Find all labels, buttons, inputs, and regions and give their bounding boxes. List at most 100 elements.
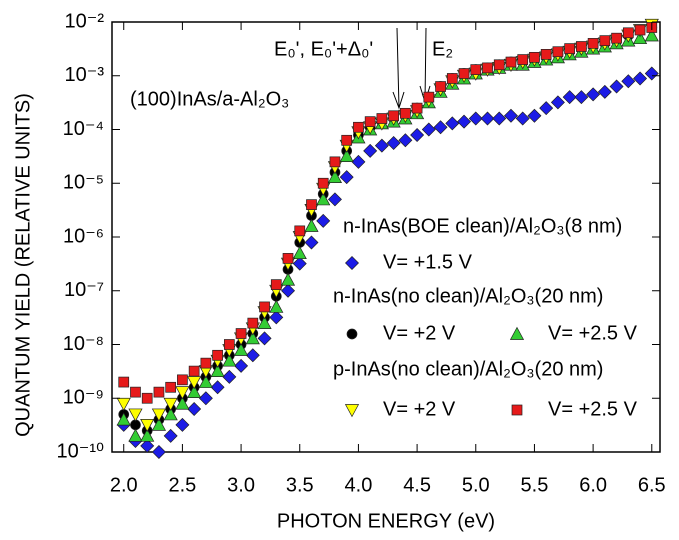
marker <box>151 408 167 422</box>
marker <box>433 120 448 135</box>
y-tick-label: 10⁻⁵ <box>63 172 104 194</box>
y-tick-label: 10⁻⁸ <box>63 333 104 355</box>
marker <box>128 428 143 442</box>
marker <box>163 397 178 411</box>
marker <box>564 43 575 54</box>
marker <box>163 428 178 443</box>
marker <box>116 412 131 426</box>
x-tick-label: 3.5 <box>286 474 314 496</box>
marker <box>353 121 364 133</box>
marker <box>222 369 237 384</box>
marker <box>341 134 353 146</box>
marker <box>163 407 178 421</box>
marker <box>245 331 260 345</box>
marker <box>141 392 153 404</box>
marker <box>233 342 249 356</box>
y-tick-label: 10⁻⁹ <box>63 387 104 409</box>
arrow <box>419 27 431 104</box>
legend-marker <box>345 256 359 270</box>
legend-marker <box>509 326 525 340</box>
marker <box>644 66 659 81</box>
legend-label: V= +2 V <box>383 322 456 344</box>
marker <box>562 90 577 105</box>
marker <box>187 402 202 417</box>
marker <box>116 397 131 411</box>
legend-title: n-InAs(no clean)/Al₂O₃(20 nm) <box>333 285 603 307</box>
y-axis-label: QUANTUM YIELD (RELATIVE UNITS) <box>12 93 34 437</box>
marker <box>633 71 648 86</box>
arrows <box>392 27 431 110</box>
arrow <box>392 27 405 110</box>
marker <box>177 374 188 386</box>
y-tick-label: 10⁻⁴ <box>63 118 104 140</box>
marker <box>292 256 307 271</box>
marker <box>210 363 225 377</box>
marker <box>212 349 223 361</box>
marker <box>480 111 495 126</box>
x-tick-label: 2.0 <box>110 474 138 496</box>
marker <box>527 108 542 123</box>
marker <box>493 59 505 71</box>
legend-label: V= +2.5 V <box>548 322 638 344</box>
marker <box>505 56 517 68</box>
marker <box>388 110 399 122</box>
marker <box>386 136 401 151</box>
marker <box>165 381 177 393</box>
x-axis-label: PHOTON ENERGY (eV) <box>277 510 495 532</box>
marker <box>175 386 190 400</box>
marker <box>515 111 530 126</box>
marker <box>550 95 565 110</box>
marker <box>327 192 342 207</box>
marker <box>574 90 589 105</box>
marker <box>446 73 458 84</box>
marker <box>247 317 259 329</box>
legend-title: n-InAs(BOE clean)/Al₂O₃(8 nm) <box>343 215 622 237</box>
y-tick-label: 10⁻¹⁰ <box>57 440 104 462</box>
marker <box>529 51 540 63</box>
legend-background <box>340 213 658 241</box>
marker <box>327 169 343 183</box>
marker <box>632 30 648 45</box>
marker <box>539 101 554 116</box>
marker <box>294 225 306 237</box>
marker <box>304 218 319 232</box>
marker <box>445 116 460 131</box>
marker <box>269 299 284 313</box>
marker <box>130 386 141 398</box>
y-tick-label: 10⁻⁷ <box>64 279 104 301</box>
marker <box>423 91 435 103</box>
marker <box>470 64 482 75</box>
x-tick-label: 5.5 <box>521 474 549 496</box>
marker <box>421 122 436 137</box>
y-tick-label: 10⁻⁶ <box>63 225 104 247</box>
marker <box>198 374 213 388</box>
marker <box>400 107 411 119</box>
marker <box>223 339 235 350</box>
marker <box>634 24 646 36</box>
marker <box>517 54 529 65</box>
marker <box>175 396 190 410</box>
marker <box>292 245 307 260</box>
marker <box>257 315 272 329</box>
marker <box>153 386 165 398</box>
marker <box>503 108 518 123</box>
marker <box>280 272 296 286</box>
marker <box>609 79 624 94</box>
marker <box>198 391 213 406</box>
marker <box>188 365 200 377</box>
legend-label: V= +1.5 V <box>383 251 473 273</box>
marker <box>552 46 564 58</box>
marker <box>621 74 636 89</box>
sample-label: (100)InAs/a-Al₂O₃ <box>130 88 289 110</box>
marker <box>187 384 202 398</box>
legend-label: V= +2 V <box>383 398 456 420</box>
marker <box>140 418 155 433</box>
marker <box>644 28 659 42</box>
x-tick-label: 6.5 <box>638 474 666 496</box>
marker <box>457 114 472 129</box>
marker <box>576 41 587 52</box>
marker <box>587 38 599 49</box>
transition-label: E₀', E₀'+Δ₀' <box>274 38 373 60</box>
marker <box>540 49 552 60</box>
marker <box>269 310 284 325</box>
